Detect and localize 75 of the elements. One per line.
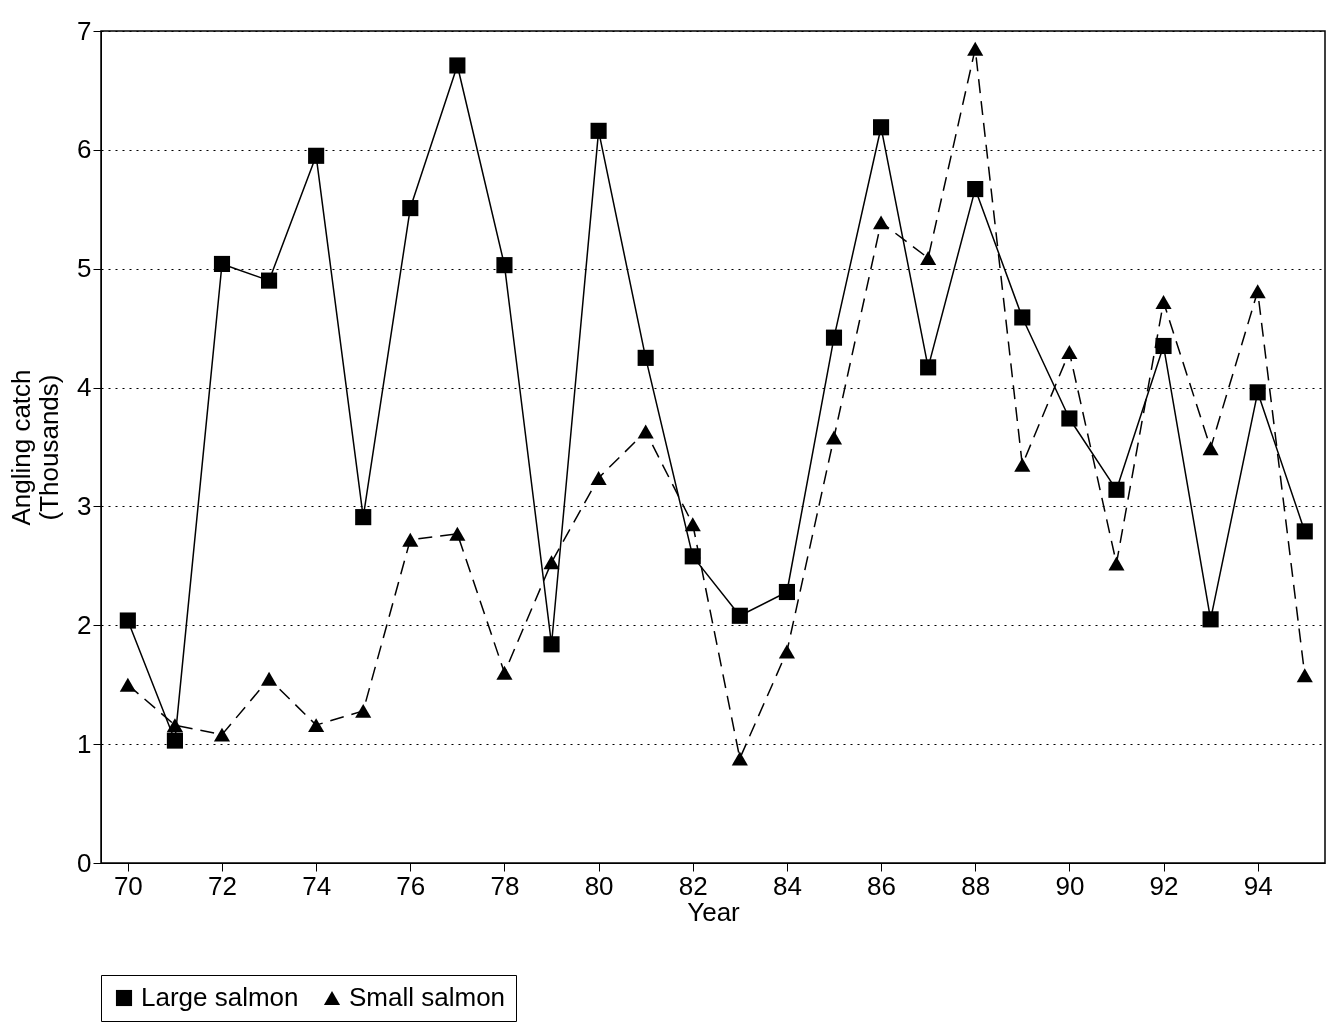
legend-label: Large salmon [141,982,299,1012]
y-tick-label: 2 [77,609,92,640]
x-tick-label: 76 [396,870,426,901]
point [1061,344,1078,359]
point [590,122,607,139]
y-tick-label: 7 [77,15,92,46]
point [920,359,937,376]
x-tick-label: 90 [1055,870,1085,901]
point [920,251,937,265]
point [778,583,795,601]
point [731,751,748,766]
point [119,677,136,692]
x-tick-label: 70 [113,870,143,901]
point [1296,668,1313,683]
x-tick-label: 84 [772,870,802,901]
point [449,526,466,541]
y-tick-label: 4 [77,372,92,403]
point [1014,309,1031,326]
point [355,703,372,718]
y-tick-label: 0 [77,847,92,878]
point [1014,457,1031,472]
point [825,329,843,346]
point [967,181,984,198]
point [1108,481,1125,498]
point [261,272,278,289]
y-tick-label: 3 [77,490,92,521]
point [496,665,513,680]
point [873,215,890,230]
point [496,257,513,274]
point [1202,611,1219,628]
point [402,532,419,547]
y-tick-label: 6 [77,134,92,165]
x-tick-label: 72 [208,870,237,901]
point [873,119,890,136]
x-tick-label: 92 [1149,870,1179,901]
point [1155,295,1172,309]
point [1249,384,1266,401]
point [731,607,748,624]
x-tick-label: 80 [584,870,614,901]
point [778,644,795,659]
point [1061,410,1078,427]
point [637,349,654,366]
point [402,200,419,217]
y-tick-label: 5 [77,253,92,284]
point [590,470,607,485]
point [1202,441,1219,456]
point [355,509,372,526]
x-tick-label: 94 [1243,870,1273,901]
point [213,727,231,742]
point [1249,284,1266,299]
point [308,718,325,733]
y-tick-label: 1 [77,728,92,759]
x-tick-label: 86 [867,870,897,901]
y-axis-title: Angling catch (Thousands) [6,369,65,526]
point [261,671,278,686]
point [1155,337,1172,355]
point [543,636,560,653]
point [213,255,231,273]
point [1108,556,1125,571]
point [684,548,701,565]
point [166,732,183,749]
x-tick-label: 88 [961,870,991,901]
point [684,517,701,532]
point [543,555,560,570]
legend-label: Small salmon [349,982,506,1012]
x-tick-label: 78 [490,870,520,901]
x-tick-label: 74 [302,870,332,901]
point [637,424,654,439]
point [967,41,984,56]
point [1296,523,1313,540]
point [825,430,843,445]
point [449,57,466,74]
point [166,718,183,733]
point [308,147,325,164]
point [119,612,136,629]
